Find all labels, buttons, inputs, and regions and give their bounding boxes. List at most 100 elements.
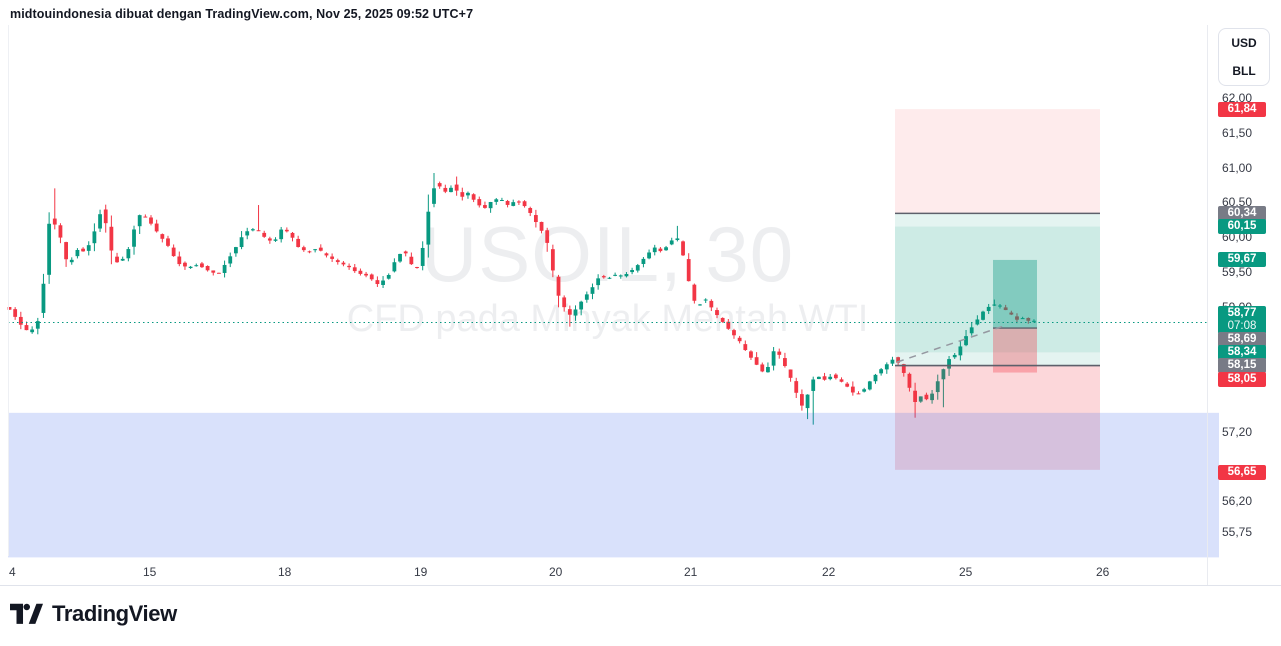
candle-body: [584, 294, 589, 300]
candle-body: [24, 325, 29, 331]
candle-body: [805, 394, 810, 409]
candle-body: [669, 240, 674, 245]
candle-body: [477, 199, 482, 206]
time-tick: 19: [414, 565, 428, 579]
candle-body: [449, 187, 453, 193]
candle-body: [409, 256, 414, 265]
candle-body: [522, 201, 527, 207]
candle-body: [618, 275, 623, 277]
price-tick: 61,50: [1222, 125, 1253, 140]
tradingview-logo-icon: [10, 603, 43, 624]
price-level-badge: 58,05: [1218, 371, 1266, 387]
candle-body: [596, 278, 601, 286]
candle-body: [335, 260, 340, 263]
candle-body: [517, 201, 521, 203]
time-tick: 18: [278, 565, 292, 579]
candle-body: [1020, 318, 1025, 320]
candle-body: [579, 301, 584, 310]
candle-body: [500, 200, 504, 202]
candle-body: [154, 223, 159, 232]
candle-body: [420, 247, 425, 266]
candles: [7, 173, 1036, 425]
candle-body: [624, 274, 629, 277]
candle-body: [918, 396, 923, 402]
candle-body: [103, 209, 108, 224]
unit-option-bll[interactable]: BLL: [1232, 64, 1256, 78]
tradingview-logo[interactable]: TradingView: [10, 601, 177, 627]
candle-body: [92, 231, 97, 244]
currency-unit-toggle: USD BLL: [1218, 28, 1270, 86]
candle-body: [952, 354, 957, 358]
candle-body: [511, 202, 516, 206]
blue-band: [8, 412, 1219, 558]
candle-body: [675, 238, 680, 241]
candle-body: [364, 273, 368, 276]
candle-body: [913, 390, 917, 403]
candle-body: [828, 376, 833, 380]
candle-body: [862, 389, 867, 392]
candle-body: [845, 383, 850, 387]
price-level-badge: 61,84: [1218, 101, 1266, 117]
candle-body: [250, 229, 255, 231]
candle-body: [41, 283, 46, 313]
candle-body: [533, 215, 538, 223]
candle-body: [567, 309, 572, 315]
candle-body: [13, 309, 18, 317]
candle-body: [760, 364, 765, 372]
candle-body: [743, 344, 748, 351]
candle-body: [896, 357, 901, 363]
trendline-dashed: [896, 325, 1005, 363]
candle-body: [850, 386, 855, 393]
attribution-text: midtouindonesia dibuat dengan TradingVie…: [10, 7, 474, 21]
candle-body: [992, 304, 997, 306]
candle-body: [432, 188, 436, 204]
price-axis-separator: [1207, 25, 1208, 585]
candle-body: [188, 266, 193, 268]
candle-body: [211, 270, 216, 273]
candle-body: [562, 297, 567, 308]
candle-body: [217, 272, 221, 274]
candle-body: [358, 270, 363, 274]
candle-body: [1009, 312, 1014, 315]
price-level-badge: 58,15: [1218, 358, 1266, 374]
candle-body: [930, 393, 934, 401]
candle-body: [1003, 307, 1008, 311]
candle-body: [262, 232, 267, 237]
candle-body: [613, 274, 618, 276]
candle-body: [698, 304, 702, 306]
candle-body: [658, 248, 663, 252]
candle-body: [986, 306, 991, 312]
candle-body: [969, 327, 974, 334]
candle-body: [528, 208, 533, 213]
price-tick: 56,20: [1222, 494, 1253, 509]
candle-body: [816, 376, 821, 380]
candle-body: [1026, 317, 1031, 321]
candle-body: [256, 230, 261, 232]
candle-body: [239, 237, 244, 248]
candle-body: [194, 265, 199, 267]
candle-body: [330, 256, 335, 259]
candle-body: [811, 379, 816, 391]
candle-body: [58, 225, 63, 238]
candle-body: [641, 258, 646, 264]
candle-body: [822, 376, 827, 380]
candle-body: [171, 247, 176, 257]
candle-body: [279, 229, 284, 240]
candle-body: [460, 192, 465, 197]
candle-body: [143, 216, 148, 218]
candle-body: [35, 321, 40, 329]
price-level-badge: 60,15: [1218, 219, 1266, 235]
currency-option-usd[interactable]: USD: [1231, 36, 1257, 50]
current-price-badge: 58,77 07:08: [1218, 306, 1266, 334]
chart-canvas[interactable]: [0, 0, 1281, 585]
candle-body: [222, 264, 227, 273]
time-tick: 22: [822, 565, 836, 579]
candle-body: [890, 359, 895, 364]
price-level-badge: 56,65: [1218, 464, 1266, 480]
candle-body: [443, 187, 448, 192]
candle-body: [856, 393, 861, 395]
candle-body: [273, 239, 278, 241]
candle-body: [494, 199, 499, 202]
price-tick: 62,00: [1222, 91, 1253, 105]
candle-body: [290, 232, 295, 238]
